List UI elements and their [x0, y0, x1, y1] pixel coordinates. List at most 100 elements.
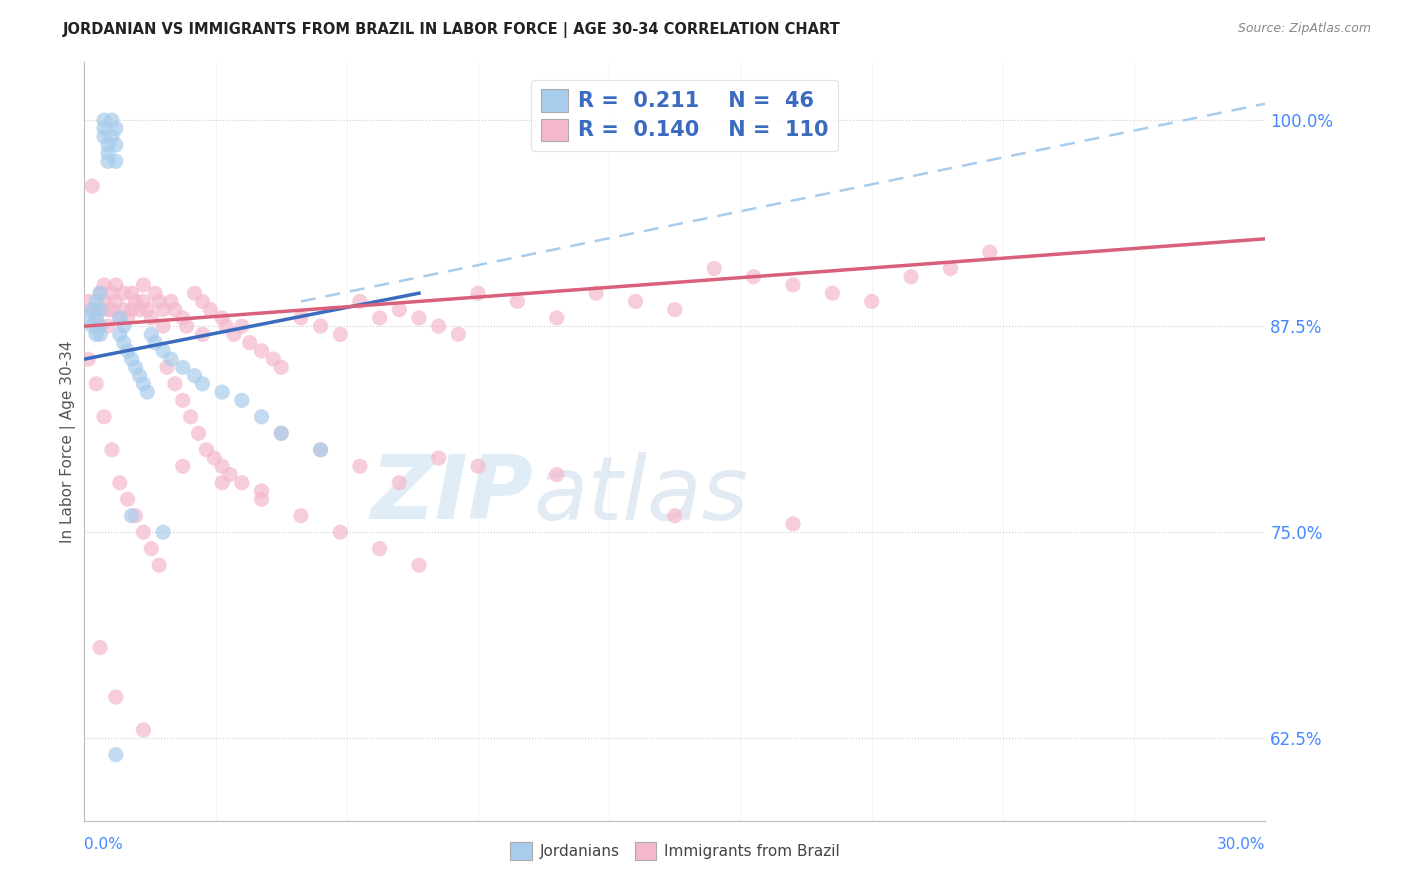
Point: [136, 302, 159, 317]
Point: [124, 508, 146, 523]
Point: [290, 508, 312, 523]
Point: [112, 335, 135, 350]
Point: [82, 302, 104, 317]
Legend: Jordanians, Immigrants from Brazil: Jordanians, Immigrants from Brazil: [505, 836, 845, 866]
Point: [101, 286, 124, 301]
Point: [121, 302, 143, 317]
Point: [148, 558, 170, 573]
Text: 0.0%: 0.0%: [84, 837, 124, 852]
Point: [89, 286, 111, 301]
Text: ZIP: ZIP: [370, 451, 533, 538]
Point: [104, 277, 127, 292]
Point: [585, 286, 607, 301]
Point: [152, 302, 174, 317]
Point: [163, 376, 186, 391]
Point: [132, 723, 155, 737]
Point: [211, 459, 233, 474]
Point: [117, 310, 139, 325]
Point: [329, 327, 352, 342]
Text: Source: ZipAtlas.com: Source: ZipAtlas.com: [1237, 22, 1371, 36]
Point: [664, 302, 686, 317]
Point: [89, 319, 111, 334]
Point: [191, 327, 214, 342]
Point: [163, 302, 186, 317]
Point: [152, 343, 174, 358]
Y-axis label: In Labor Force | Age 30-34: In Labor Force | Age 30-34: [60, 340, 76, 543]
Point: [97, 302, 120, 317]
Point: [703, 261, 725, 276]
Point: [97, 137, 120, 152]
Point: [117, 343, 139, 358]
Point: [101, 129, 124, 144]
Point: [89, 302, 111, 317]
Point: [172, 393, 194, 408]
Point: [93, 409, 115, 424]
Point: [309, 442, 332, 457]
Point: [211, 475, 233, 490]
Point: [211, 385, 233, 400]
Point: [546, 310, 568, 325]
Text: 30.0%: 30.0%: [1218, 837, 1265, 852]
Point: [112, 319, 135, 334]
Text: atlas: atlas: [533, 451, 748, 538]
Point: [202, 450, 225, 465]
Point: [664, 508, 686, 523]
Point: [782, 516, 804, 531]
Point: [222, 327, 245, 342]
Point: [84, 376, 107, 391]
Point: [250, 409, 273, 424]
Point: [108, 310, 131, 325]
Point: [900, 269, 922, 284]
Point: [141, 541, 163, 556]
Point: [309, 442, 332, 457]
Point: [108, 327, 131, 342]
Point: [124, 294, 146, 309]
Point: [108, 475, 131, 490]
Point: [117, 492, 139, 507]
Point: [121, 286, 143, 301]
Point: [89, 286, 111, 301]
Point: [143, 286, 166, 301]
Point: [219, 467, 242, 482]
Point: [104, 137, 127, 152]
Point: [97, 146, 120, 161]
Point: [250, 492, 273, 507]
Point: [546, 467, 568, 482]
Point: [180, 409, 202, 424]
Point: [108, 310, 131, 325]
Point: [172, 360, 194, 375]
Point: [408, 558, 430, 573]
Point: [121, 352, 143, 367]
Point: [152, 525, 174, 540]
Point: [467, 286, 489, 301]
Point: [93, 294, 115, 309]
Point: [427, 450, 450, 465]
Point: [250, 343, 273, 358]
Point: [388, 475, 411, 490]
Point: [89, 640, 111, 655]
Point: [191, 376, 214, 391]
Point: [143, 335, 166, 350]
Point: [309, 319, 332, 334]
Point: [427, 319, 450, 334]
Point: [270, 426, 292, 441]
Point: [270, 360, 292, 375]
Point: [467, 459, 489, 474]
Point: [93, 277, 115, 292]
Point: [200, 302, 222, 317]
Point: [84, 327, 107, 342]
Point: [231, 319, 253, 334]
Point: [270, 426, 292, 441]
Point: [77, 310, 100, 325]
Point: [124, 360, 146, 375]
Point: [782, 277, 804, 292]
Point: [132, 294, 155, 309]
Point: [93, 121, 115, 136]
Point: [112, 286, 135, 301]
Point: [172, 459, 194, 474]
Point: [82, 319, 104, 334]
Point: [821, 286, 844, 301]
Point: [101, 302, 124, 317]
Point: [187, 426, 209, 441]
Point: [112, 302, 135, 317]
